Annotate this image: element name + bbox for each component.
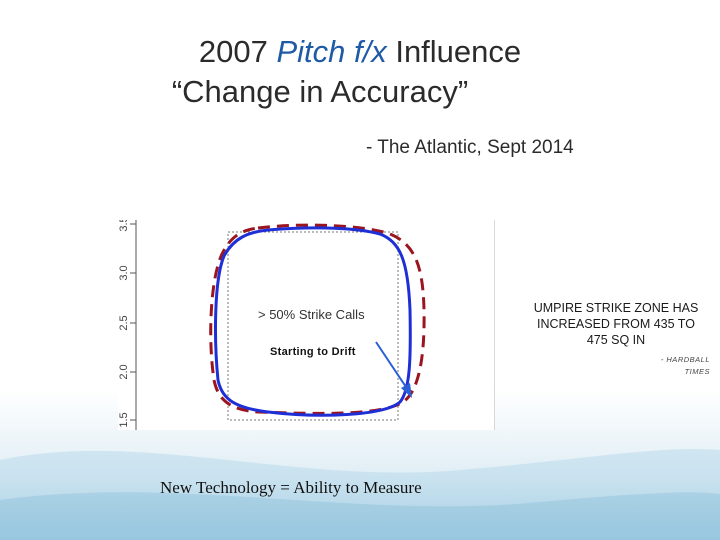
source-citation: - The Atlantic, Sept 2014 [366,137,574,158]
y-tick-label: 2.5 [118,315,130,330]
y-tick-label: 3.5 [118,220,130,232]
title-pitch-fx: Pitch f/x [276,34,387,69]
title-year: 2007 [198,34,268,69]
rulebook-zone-box [227,231,399,421]
drift-arrowhead [401,383,412,398]
umpire-zone-note: UMPIRE STRIKE ZONE HAS INCREASED FROM 43… [533,301,699,347]
y-ticks: 3.5 3.0 2.5 2.0 1.5 [118,220,136,428]
y-tick-label: 3.0 [118,265,130,280]
y-tick-label: 2.0 [118,364,130,379]
title-line-2: “Change in Accuracy” [171,74,469,109]
title-line-1: 2007 Pitch f/x Influence [0,32,720,72]
strike-zone-svg: 3.5 3.0 2.5 2.0 1.5 [118,220,426,430]
hardball-times-attribution: - HARDBALL TIMES [660,355,710,376]
title-influence: Influence [395,34,522,69]
y-tick-label: 1.5 [118,412,130,427]
drift-label: Starting to Drift [270,346,356,358]
footer-caption: New Technology = Ability to Measure [160,478,422,497]
dashed-strike-zone [209,223,426,415]
background-wave [0,449,720,540]
strike-calls-label: > 50% Strike Calls [258,307,365,322]
slide-title: 2007 Pitch f/x Influence “Change in Accu… [0,32,720,112]
solid-strike-zone [214,226,412,417]
drift-arrow [375,341,409,391]
strike-zone-plot: 3.5 3.0 2.5 2.0 1.5 > 50% Strike Calls S… [118,220,495,430]
